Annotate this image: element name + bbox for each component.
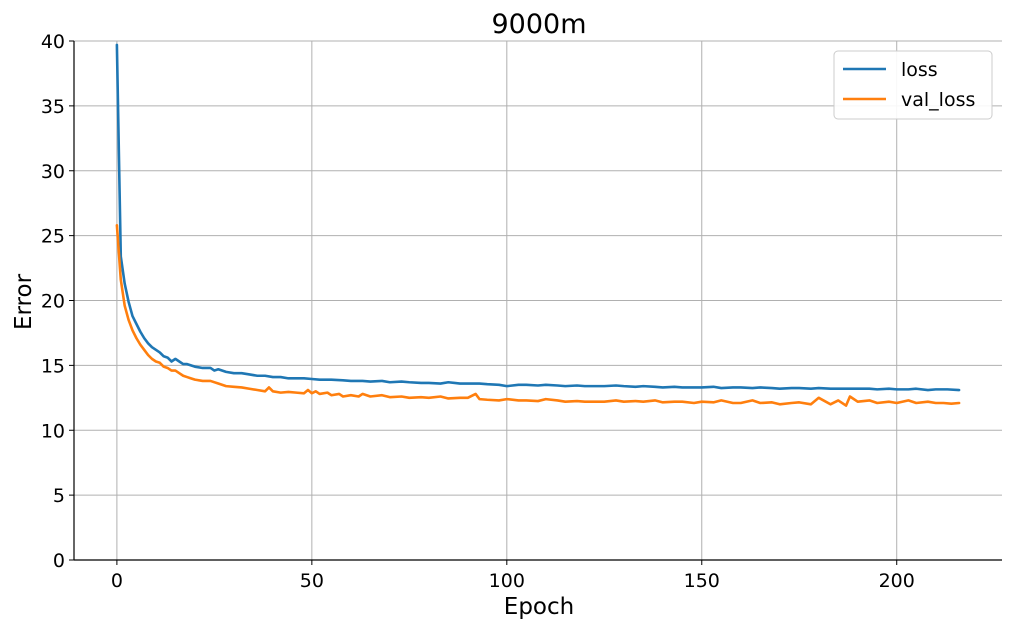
y-tick-label: 25 bbox=[41, 226, 65, 248]
y-axis-label: Error bbox=[11, 273, 37, 330]
axes bbox=[69, 40, 1002, 565]
series-group bbox=[115, 43, 961, 407]
series-line-loss bbox=[115, 43, 961, 392]
y-tick-label: 30 bbox=[41, 161, 65, 183]
y-tick-label: 20 bbox=[41, 291, 65, 313]
x-tick-label: 50 bbox=[300, 570, 324, 592]
x-tick-label: 150 bbox=[684, 570, 720, 592]
y-tick-label: 40 bbox=[41, 31, 65, 53]
series-line-val-loss bbox=[115, 223, 961, 407]
legend: loss val_loss bbox=[833, 50, 993, 120]
x-tick-label: 0 bbox=[111, 570, 123, 592]
y-tick-label: 10 bbox=[41, 420, 65, 442]
y-tick-label: 0 bbox=[53, 550, 65, 572]
x-tick-label: 200 bbox=[879, 570, 915, 592]
y-tick-label: 15 bbox=[41, 355, 65, 377]
legend-label-val-loss: val_loss bbox=[901, 89, 975, 111]
tick-labels: 0 50 100 150 200 0 5 10 15 20 25 30 35 40 bbox=[41, 31, 915, 592]
chart-title: 9000m bbox=[491, 9, 586, 40]
y-tick-label: 5 bbox=[53, 485, 65, 507]
legend-label-loss: loss bbox=[901, 59, 938, 81]
x-tick-label: 100 bbox=[489, 570, 525, 592]
x-axis-label: Epoch bbox=[504, 594, 574, 620]
y-tick-label: 35 bbox=[41, 96, 65, 118]
